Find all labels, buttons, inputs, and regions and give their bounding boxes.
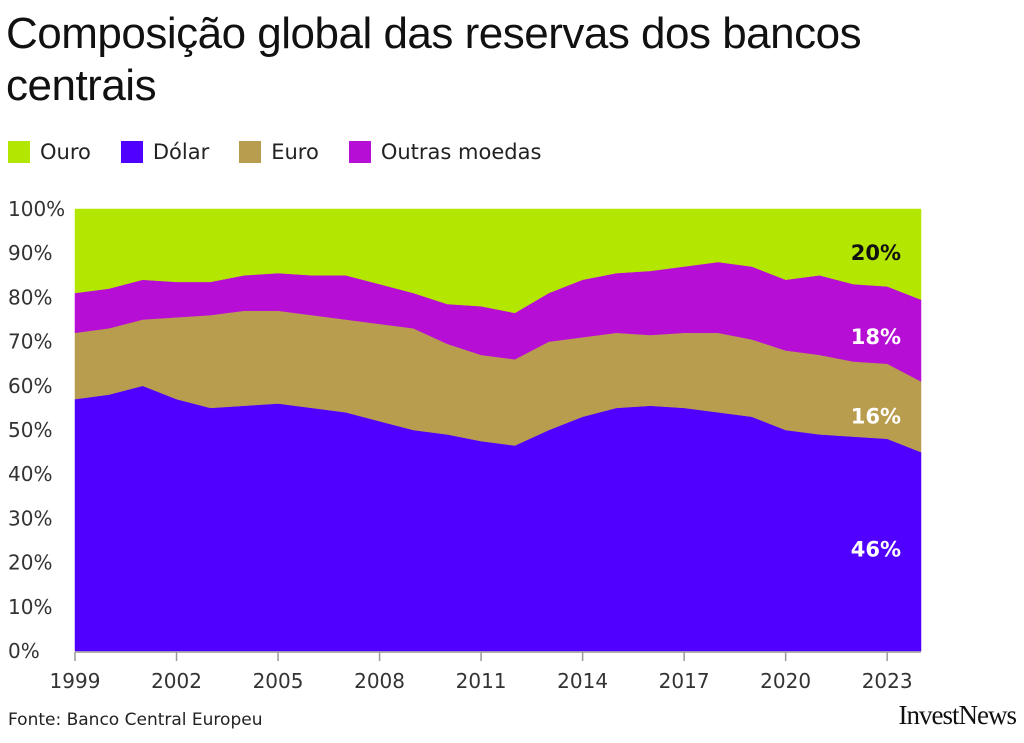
area-ouro <box>74 208 922 314</box>
y-tick-label: 90% <box>8 241 52 265</box>
x-tick-label: 2017 <box>659 669 710 693</box>
data-label: 20% <box>851 241 901 265</box>
x-tick-label: 2008 <box>354 669 405 693</box>
y-tick-label: 100% <box>8 197 65 221</box>
legend-swatch <box>239 141 262 163</box>
legend-item-dolar: Dólar <box>120 140 210 164</box>
x-tick-label: 2005 <box>253 669 304 693</box>
source-note: Fonte: Banco Central Europeu <box>8 710 263 730</box>
legend-label: Ouro <box>40 140 91 164</box>
y-tick-label: 20% <box>8 551 52 575</box>
data-label: 46% <box>851 537 901 561</box>
y-tick-label: 70% <box>8 330 52 354</box>
legend-label: Dólar <box>152 140 210 164</box>
y-tick-label: 0% <box>8 639 40 663</box>
data-label: 18% <box>851 325 901 349</box>
x-tick-label: 2011 <box>456 669 507 693</box>
chart-title: Composição global das reservas dos banco… <box>6 9 862 110</box>
x-tick-label: 2023 <box>862 669 913 693</box>
legend-label: Euro <box>271 140 319 164</box>
chart-legend: Ouro Dólar Euro Outras moedas <box>8 140 571 164</box>
legend-item-ouro: Ouro <box>8 140 91 164</box>
legend-swatch <box>8 141 30 163</box>
x-tick-label: 2014 <box>557 669 608 693</box>
legend-item-outras-moedas: Outras moedas <box>348 140 542 164</box>
x-tick-label: 2020 <box>760 669 811 693</box>
brand-logo: InvestNews <box>898 700 1017 730</box>
legend-swatch <box>348 141 371 163</box>
legend-swatch <box>120 141 143 163</box>
legend-item-euro: Euro <box>239 140 319 164</box>
legend-label: Outras moedas <box>380 140 542 164</box>
y-tick-label: 50% <box>8 418 52 442</box>
y-tick-label: 40% <box>8 462 52 486</box>
y-tick-label: 80% <box>8 285 52 309</box>
y-tick-label: 10% <box>8 595 52 619</box>
x-tick-label: 1999 <box>50 669 101 693</box>
y-tick-label: 60% <box>8 374 52 398</box>
data-label: 16% <box>851 405 901 429</box>
x-tick-label: 2002 <box>151 669 202 693</box>
y-tick-label: 30% <box>8 506 52 530</box>
